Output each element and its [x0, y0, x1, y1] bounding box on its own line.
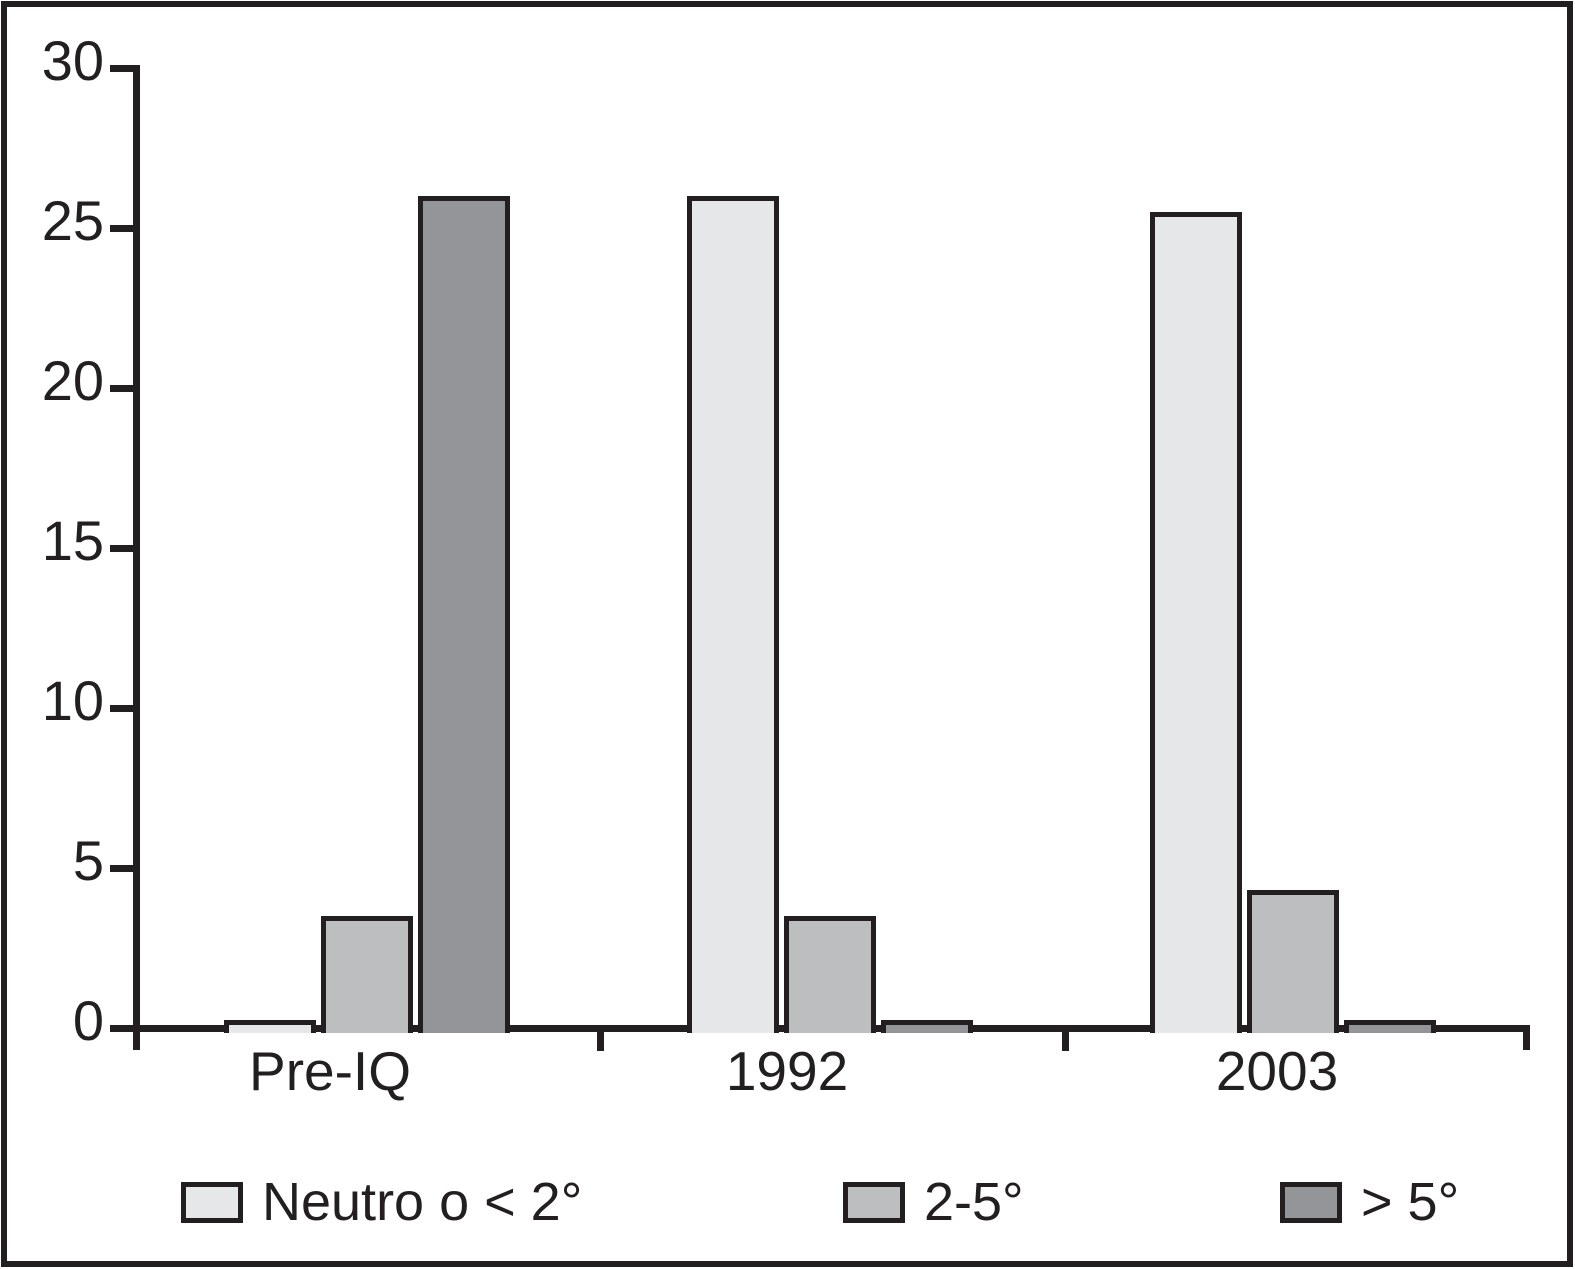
- bar-s2-c2: [1344, 1020, 1436, 1033]
- y-tick-label: 20: [41, 349, 104, 412]
- legend-item-neutro: Neutro o < 2°: [181, 1172, 583, 1232]
- bar-s2-c1: [881, 1020, 973, 1033]
- x-category-label: 1992: [725, 1040, 849, 1102]
- bar-s1-c1: [784, 916, 876, 1033]
- legend-label-gt5: > 5°: [1361, 1172, 1460, 1232]
- legend-swatch-gt5: [1280, 1181, 1342, 1223]
- y-tick-label: 5: [72, 829, 104, 892]
- legend-swatch-neutro: [181, 1181, 243, 1223]
- bar-s0-c1: [687, 196, 779, 1033]
- y-tick-label: 10: [41, 669, 104, 732]
- bar-s1-c0: [321, 916, 413, 1033]
- x-category-label: Pre-IQ: [249, 1040, 411, 1102]
- x-axis-group-tick: [1062, 1028, 1069, 1051]
- legend-swatch-2-5: [843, 1181, 905, 1223]
- x-category-label: 2003: [1215, 1040, 1339, 1102]
- y-axis-line: [133, 65, 140, 1050]
- bar-s0-c2: [1150, 212, 1242, 1033]
- y-tick-label: 0: [72, 989, 104, 1052]
- x-axis-end-tick: [1523, 1025, 1530, 1050]
- y-tick-label: 15: [41, 509, 104, 572]
- legend-label-2-5: 2-5°: [924, 1172, 1024, 1232]
- y-tick: [110, 65, 140, 72]
- bar-s0-c0: [224, 1020, 316, 1033]
- x-axis-group-tick: [597, 1028, 604, 1051]
- y-tick: [110, 225, 140, 232]
- y-tick: [110, 1025, 140, 1032]
- y-tick: [110, 705, 140, 712]
- bar-s2-c0: [418, 196, 510, 1033]
- legend-item-gt5: > 5°: [1280, 1172, 1460, 1232]
- y-tick: [110, 385, 140, 392]
- y-tick-label: 25: [41, 189, 104, 252]
- y-tick-label: 30: [41, 29, 104, 92]
- legend-item-2-5: 2-5°: [843, 1172, 1024, 1232]
- bar-s1-c2: [1247, 890, 1339, 1033]
- y-tick: [110, 545, 140, 552]
- legend-label-neutro: Neutro o < 2°: [262, 1172, 583, 1232]
- y-tick: [110, 865, 140, 872]
